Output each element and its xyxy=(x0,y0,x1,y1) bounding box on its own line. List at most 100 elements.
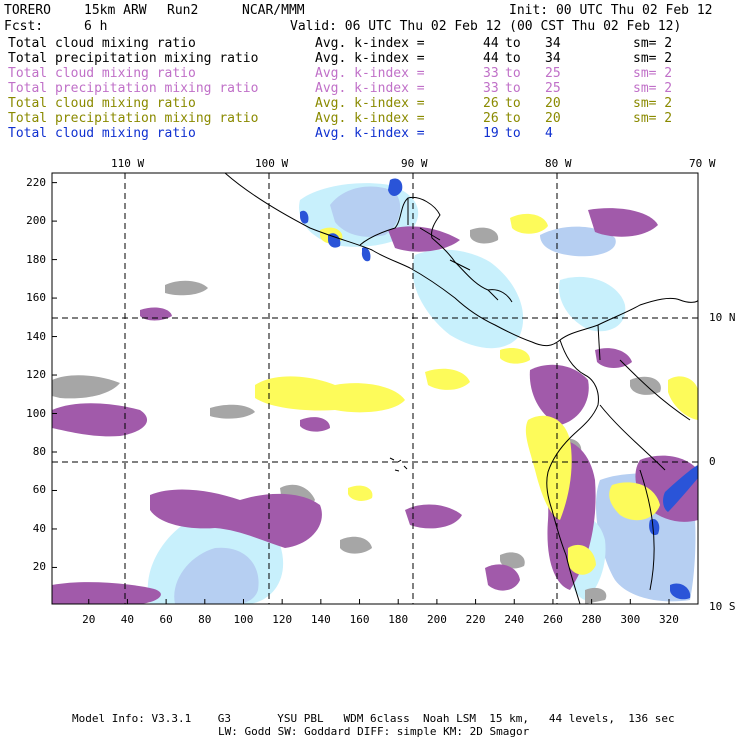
cloud-field-light-blue xyxy=(174,547,259,604)
run-name: Run2 xyxy=(167,3,199,18)
lat-label-10n: 10 N xyxy=(709,311,736,324)
y-tick-label: 120 xyxy=(26,368,46,382)
cloud-field-light-blue xyxy=(540,226,616,257)
legend-row: Total precipitation mixing ratio Avg. k-i… xyxy=(8,51,728,66)
legend-avg: Avg. k-index = xyxy=(315,111,425,126)
legend-avg: Avg. k-index = xyxy=(315,51,425,66)
y-tick-label: 220 xyxy=(26,175,46,189)
lon-label-70w: 70 W xyxy=(689,157,716,170)
coastline-mexico-central-america xyxy=(224,173,561,347)
y-tick-label: 100 xyxy=(26,406,46,420)
legend-row: Total cloud mixing ratio Avg. k-index = 44… xyxy=(8,36,728,51)
y-tick-label: 20 xyxy=(32,560,46,574)
y-tick-label: 80 xyxy=(32,444,46,458)
legend-k-from: 19 xyxy=(483,126,499,141)
coastline-gulf-yucatan xyxy=(359,196,513,303)
legend-sm: sm= 2 xyxy=(633,111,673,126)
y-tick-label: 200 xyxy=(26,214,46,228)
legend-k-to: 20 xyxy=(545,111,561,126)
legend-field: Total cloud mixing ratio xyxy=(8,66,196,81)
legend-k-from: 26 xyxy=(483,111,499,126)
cloud-field-pale-blue xyxy=(412,249,524,349)
field-fills xyxy=(52,178,698,604)
x-tick-label: 80 xyxy=(198,613,212,626)
legend-row: Total cloud mixing ratio Avg. k-index = 26… xyxy=(8,96,728,111)
y-tick-label: 160 xyxy=(26,291,46,305)
legend-field: Total precipitation mixing ratio xyxy=(8,51,259,66)
cloud-field-yellow xyxy=(348,485,373,501)
legend-k-to: 25 xyxy=(545,81,561,96)
cloud-field-purple xyxy=(140,307,172,321)
legend-to: to xyxy=(505,96,521,111)
cloud-field-gray xyxy=(340,536,372,554)
lat-label-10s: 10 S xyxy=(709,600,736,613)
cloud-field-purple xyxy=(485,564,520,591)
x-tick-label: 120 xyxy=(272,613,293,626)
legend-field: Total cloud mixing ratio xyxy=(8,96,196,111)
legend-avg: Avg. k-index = xyxy=(315,66,425,81)
model-info-line2: LW: Godd SW: Goddard DIFF: simple KM: 2D… xyxy=(218,725,530,738)
x-tick-label: 200 xyxy=(426,613,447,626)
x-tick-label: 60 xyxy=(159,613,173,626)
cloud-field-purple xyxy=(405,504,462,529)
fcst-value: 6 h xyxy=(84,19,108,34)
legend-to: to xyxy=(505,81,521,96)
legend-sm: sm= 2 xyxy=(633,66,673,81)
lon-label-90w: 90 W xyxy=(401,157,428,170)
cloud-field-yellow xyxy=(609,482,660,521)
x-tick-label: 300 xyxy=(620,613,641,626)
y-tick-label: 40 xyxy=(32,521,46,535)
cloud-field-purple xyxy=(52,403,148,437)
cloud-field-yellow xyxy=(425,368,470,390)
legend-k-to: 34 xyxy=(545,36,561,51)
cloud-field-dark-blue xyxy=(328,233,341,248)
x-tick-label: 320 xyxy=(659,613,679,626)
lon-label-100w: 100 W xyxy=(255,157,289,170)
cloud-field-purple xyxy=(529,364,589,425)
cloud-field-light-blue xyxy=(330,186,401,237)
axis-ticks xyxy=(52,182,670,604)
cloud-field-purple xyxy=(300,417,330,432)
lon-label-80w: 80 W xyxy=(545,157,572,170)
legend-sm: sm= 2 xyxy=(633,81,673,96)
x-tick-label: 40 xyxy=(120,613,135,626)
cloud-field-gray xyxy=(500,552,525,569)
lon-label-110w: 110 W xyxy=(111,157,145,170)
coastline-caribbean-south-america xyxy=(559,297,698,341)
cloud-field-gray xyxy=(52,375,120,399)
legend-row: Total cloud mixing ratio Avg. k-index = 33… xyxy=(8,66,728,81)
cloud-field-gray xyxy=(470,227,499,244)
legend-to: to xyxy=(505,51,521,66)
cloud-field-gray xyxy=(630,376,661,395)
org-name: NCAR/MMM xyxy=(242,3,305,18)
cloud-field-gray xyxy=(165,280,208,296)
x-tick-label: 220 xyxy=(465,613,486,626)
legend-row: Total precipitation mixing ratio Avg. k-i… xyxy=(8,81,728,96)
model-info-line1: Model Info: V3.3.1 G3 YSU PBL WDM 6class… xyxy=(72,712,675,725)
valid-time: Valid: 06 UTC Thu 02 Feb 12 (00 CST Thu … xyxy=(290,19,682,34)
cloud-field-gray xyxy=(210,404,255,419)
legend-row: Total precipitation mixing ratio Avg. k-i… xyxy=(8,111,728,126)
cloud-field-dark-blue xyxy=(388,178,403,196)
cloud-field-yellow xyxy=(255,376,405,413)
x-tick-label: 260 xyxy=(543,613,563,626)
legend-k-from: 44 xyxy=(483,51,499,66)
cloud-field-yellow xyxy=(500,348,530,364)
legend-field: Total precipitation mixing ratio xyxy=(8,81,259,96)
legend-sm: sm= 2 xyxy=(633,36,673,51)
x-tick-label: 280 xyxy=(581,613,602,626)
legend-k-to: 4 xyxy=(545,126,553,141)
cloud-field-dark-blue xyxy=(649,518,660,536)
cloud-field-dark-blue xyxy=(663,465,698,512)
cloud-field-gray xyxy=(585,587,607,604)
cloud-field-dark-blue xyxy=(361,247,371,262)
legend-avg: Avg. k-index = xyxy=(315,81,425,96)
cloud-field-purple xyxy=(388,226,460,252)
lat-label-equator: 0 xyxy=(709,455,716,468)
legend-to: to xyxy=(505,66,521,81)
coastline-islands xyxy=(389,457,408,472)
country-borders xyxy=(407,198,691,591)
legend-avg: Avg. k-index = xyxy=(315,36,425,51)
legend-k-to: 20 xyxy=(545,96,561,111)
